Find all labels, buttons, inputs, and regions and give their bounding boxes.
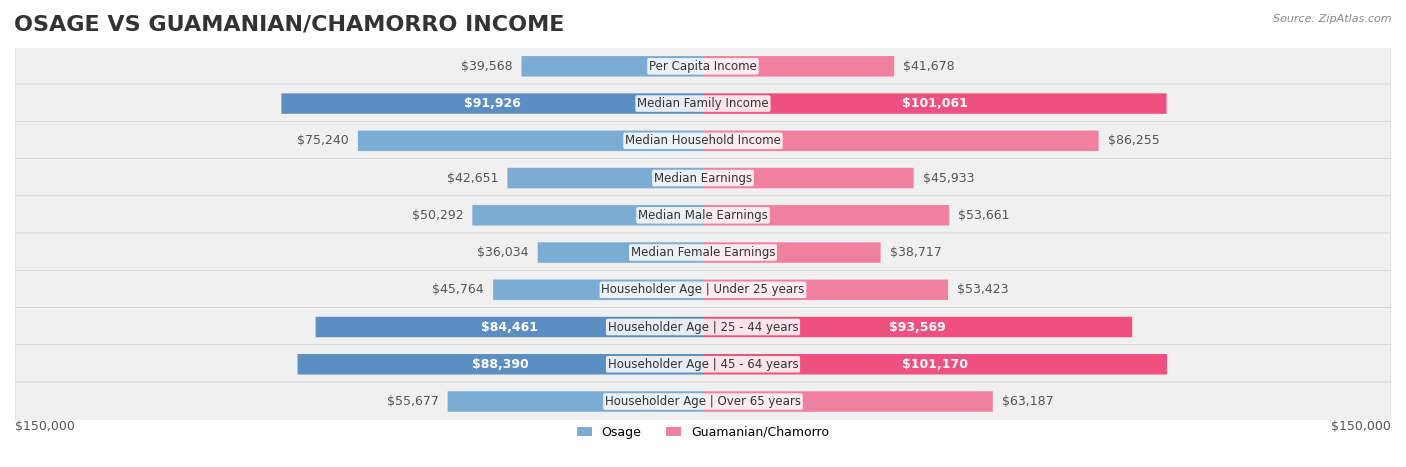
Text: $88,390: $88,390 (472, 358, 529, 371)
Text: $36,034: $36,034 (477, 246, 529, 259)
Text: $150,000: $150,000 (1331, 420, 1391, 433)
FancyBboxPatch shape (703, 354, 1167, 375)
FancyBboxPatch shape (703, 391, 993, 412)
FancyBboxPatch shape (15, 307, 1391, 347)
FancyBboxPatch shape (703, 168, 914, 188)
FancyBboxPatch shape (703, 93, 1167, 114)
Text: Median Male Earnings: Median Male Earnings (638, 209, 768, 222)
Text: Householder Age | 25 - 44 years: Householder Age | 25 - 44 years (607, 320, 799, 333)
Text: Householder Age | Under 25 years: Householder Age | Under 25 years (602, 283, 804, 296)
FancyBboxPatch shape (15, 270, 1391, 309)
Text: $75,240: $75,240 (297, 134, 349, 147)
FancyBboxPatch shape (537, 242, 703, 263)
Text: Source: ZipAtlas.com: Source: ZipAtlas.com (1274, 14, 1392, 24)
Text: Median Female Earnings: Median Female Earnings (631, 246, 775, 259)
FancyBboxPatch shape (15, 196, 1391, 235)
Text: Median Earnings: Median Earnings (654, 171, 752, 184)
Text: $45,764: $45,764 (432, 283, 484, 296)
Text: $42,651: $42,651 (447, 171, 498, 184)
FancyBboxPatch shape (15, 47, 1391, 86)
Text: $101,170: $101,170 (903, 358, 967, 371)
FancyBboxPatch shape (281, 93, 703, 114)
FancyBboxPatch shape (703, 131, 1098, 151)
FancyBboxPatch shape (15, 345, 1391, 384)
Text: Per Capita Income: Per Capita Income (650, 60, 756, 73)
Text: Householder Age | 45 - 64 years: Householder Age | 45 - 64 years (607, 358, 799, 371)
Legend: Osage, Guamanian/Chamorro: Osage, Guamanian/Chamorro (572, 421, 834, 444)
FancyBboxPatch shape (15, 84, 1391, 123)
Text: $50,292: $50,292 (412, 209, 463, 222)
FancyBboxPatch shape (447, 391, 703, 412)
FancyBboxPatch shape (15, 233, 1391, 272)
FancyBboxPatch shape (359, 131, 703, 151)
Text: $84,461: $84,461 (481, 320, 538, 333)
Text: $41,678: $41,678 (903, 60, 955, 73)
Text: $53,423: $53,423 (957, 283, 1008, 296)
Text: $91,926: $91,926 (464, 97, 520, 110)
FancyBboxPatch shape (298, 354, 703, 375)
Text: $55,677: $55,677 (387, 395, 439, 408)
FancyBboxPatch shape (522, 56, 703, 77)
Text: $53,661: $53,661 (959, 209, 1010, 222)
FancyBboxPatch shape (315, 317, 703, 337)
Text: $93,569: $93,569 (889, 320, 946, 333)
Text: Householder Age | Over 65 years: Householder Age | Over 65 years (605, 395, 801, 408)
FancyBboxPatch shape (703, 317, 1132, 337)
FancyBboxPatch shape (15, 382, 1391, 421)
FancyBboxPatch shape (494, 280, 703, 300)
Text: Median Household Income: Median Household Income (626, 134, 780, 147)
Text: $38,717: $38,717 (890, 246, 942, 259)
FancyBboxPatch shape (703, 205, 949, 226)
FancyBboxPatch shape (703, 56, 894, 77)
Text: $101,061: $101,061 (901, 97, 967, 110)
FancyBboxPatch shape (703, 280, 948, 300)
Text: OSAGE VS GUAMANIAN/CHAMORRO INCOME: OSAGE VS GUAMANIAN/CHAMORRO INCOME (14, 14, 564, 34)
Text: $39,568: $39,568 (461, 60, 512, 73)
Text: $86,255: $86,255 (1108, 134, 1160, 147)
FancyBboxPatch shape (15, 121, 1391, 160)
Text: $150,000: $150,000 (15, 420, 75, 433)
Text: $63,187: $63,187 (1002, 395, 1053, 408)
FancyBboxPatch shape (472, 205, 703, 226)
FancyBboxPatch shape (703, 242, 880, 263)
Text: Median Family Income: Median Family Income (637, 97, 769, 110)
FancyBboxPatch shape (15, 158, 1391, 198)
Text: $45,933: $45,933 (922, 171, 974, 184)
FancyBboxPatch shape (508, 168, 703, 188)
